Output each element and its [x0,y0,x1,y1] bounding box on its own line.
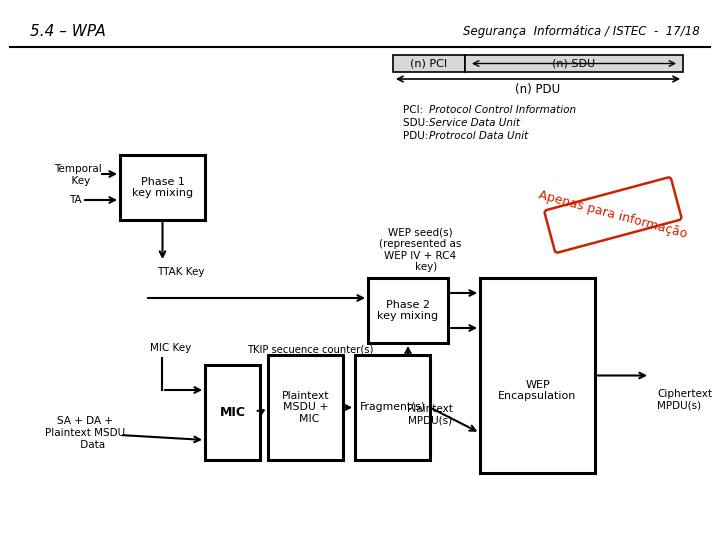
Text: 5.4 – WPA: 5.4 – WPA [30,24,106,39]
Text: Plaintext
MSDU +
  MIC: Plaintext MSDU + MIC [282,391,329,424]
Text: WEP
Encapsulation: WEP Encapsulation [498,380,577,401]
Bar [393,55,465,72]
Bar [355,355,430,460]
Text: Temporal
  Key: Temporal Key [54,164,102,186]
Bar [268,355,343,460]
Text: WEP seed(s)
(represented as
WEP IV + RC4
    key): WEP seed(s) (represented as WEP IV + RC4… [379,227,462,272]
Text: Protrocol Data Unit: Protrocol Data Unit [429,131,528,141]
Text: PCI:: PCI: [403,105,426,115]
Text: Phase 2
key mixing: Phase 2 key mixing [377,300,438,321]
Text: Phase 1
key mixing: Phase 1 key mixing [132,177,193,198]
Text: MIC: MIC [220,406,246,419]
Bar [480,278,595,473]
Text: Ciphertext
MPDU(s): Ciphertext MPDU(s) [657,389,712,411]
Text: PDU:: PDU: [403,131,431,141]
Text: TTAK Key: TTAK Key [158,267,205,277]
Text: (n) PCI: (n) PCI [410,58,448,69]
Bar [368,278,448,343]
Text: TKIP secuence counter(s): TKIP secuence counter(s) [247,345,373,355]
Bar [465,55,683,72]
Text: Protocol Control Information: Protocol Control Information [429,105,576,115]
Text: Service Data Unit: Service Data Unit [429,118,520,128]
Text: (n) PDU: (n) PDU [516,84,561,97]
Text: Segurança  Informática / ISTEC  -  17/18: Segurança Informática / ISTEC - 17/18 [463,25,700,38]
Text: (n) SDU: (n) SDU [552,58,595,69]
Bar [205,365,260,460]
Text: SA + DA +
Plaintext MSDU
     Data: SA + DA + Plaintext MSDU Data [45,416,125,450]
Bar [120,155,205,220]
Text: MIC Key: MIC Key [150,343,192,353]
Text: Fragment(s): Fragment(s) [359,402,426,413]
Text: Plaintext
MPDU(s): Plaintext MPDU(s) [407,404,453,426]
Text: TA: TA [68,195,81,205]
Text: SDU:: SDU: [403,118,432,128]
Text: Apenas para informação: Apenas para informação [537,189,689,241]
